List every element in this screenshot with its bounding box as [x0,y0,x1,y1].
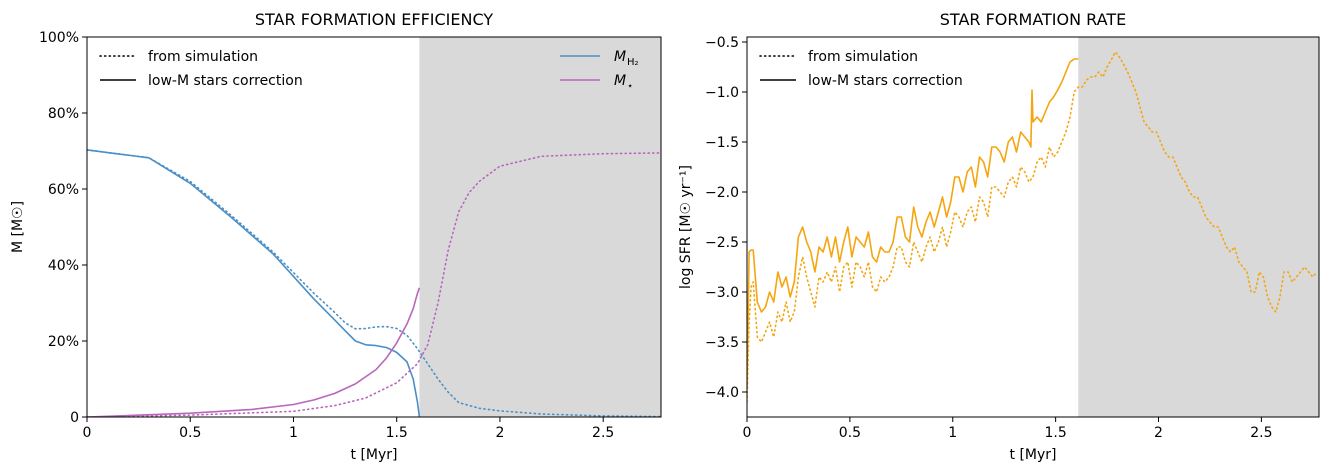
y-tick-label: 20% [48,334,79,350]
x-axis-label: t [Myr] [351,447,398,463]
y-tick-label: 100% [39,30,79,46]
panel-star-formation-rate: 0 0.5 1 1.5 2 2.5 −4.0 −3.5 −3.0 −2.5 −2.0 −1.5 −1.0… [678,10,1320,463]
y-tick-label: −4.0 [705,385,739,401]
series-line-2 [87,152,661,417]
legend-label: low-M stars correction [148,73,303,89]
chart-title: STAR FORMATION RATE [940,10,1126,29]
legend-species-subscript: H₂ [627,57,639,68]
y-tick-label: 60% [48,182,79,198]
y-tick-label: 40% [48,258,79,274]
y-tick-label: −1.0 [705,85,739,101]
x-tick-label: 1.5 [1045,425,1067,441]
y-tick-label: −2.5 [705,235,739,251]
series-group [747,51,1318,403]
y-axis-label: M [M☉] [10,201,26,253]
y-tick-label: −2.0 [705,185,739,201]
legend-label: from simulation [808,49,918,65]
shaded-region [419,37,661,417]
y-tick-label: −3.0 [705,285,739,301]
x-tick-label: 2.5 [592,425,614,441]
x-tick-label: 2 [495,425,504,441]
y-tick-label: −0.5 [705,35,739,51]
legend-species-subscript: ⋆ [627,81,633,92]
x-tick-label: 0 [743,425,752,441]
x-tick-label: 1 [948,425,957,441]
series-group [87,149,661,417]
x-tick-label: 1 [289,425,298,441]
series-line-0 [87,149,661,417]
y-tick-label: 0 [70,410,79,426]
y-tick-label: −1.5 [705,135,739,151]
axes-frame [86,36,662,418]
y-tick-label: −3.5 [705,335,739,351]
x-tick-label: 0.5 [839,425,861,441]
x-tick-label: 0.5 [179,425,201,441]
x-tick-label: 0 [83,425,92,441]
axes-frame [746,36,1320,418]
x-tick-label: 2.5 [1250,425,1272,441]
x-tick-label: 2 [1154,425,1163,441]
legend-species-label: M [614,49,626,65]
legend-species-label: M [614,73,626,89]
y-axis-label: log SFR [M☉ yr⁻¹] [678,165,694,289]
series-line-1 [87,149,421,417]
x-axis-label: t [Myr] [1010,447,1057,463]
y-tick-label: 80% [48,106,79,122]
series-line-0 [747,51,1318,403]
legend-label: from simulation [148,49,258,65]
x-tick-label: 1.5 [386,425,408,441]
series-line-3 [87,287,421,417]
legend-label: low-M stars correction [808,73,963,89]
series-line-1 [747,58,1079,388]
shaded-region [1078,37,1319,417]
chart-title: STAR FORMATION EFFICIENCY [255,10,493,29]
panel-star-formation-efficiency: 0 0.5 1 1.5 2 2.5 0 20% 40% 60% 80% 100% STAR FORMAT… [10,10,662,463]
